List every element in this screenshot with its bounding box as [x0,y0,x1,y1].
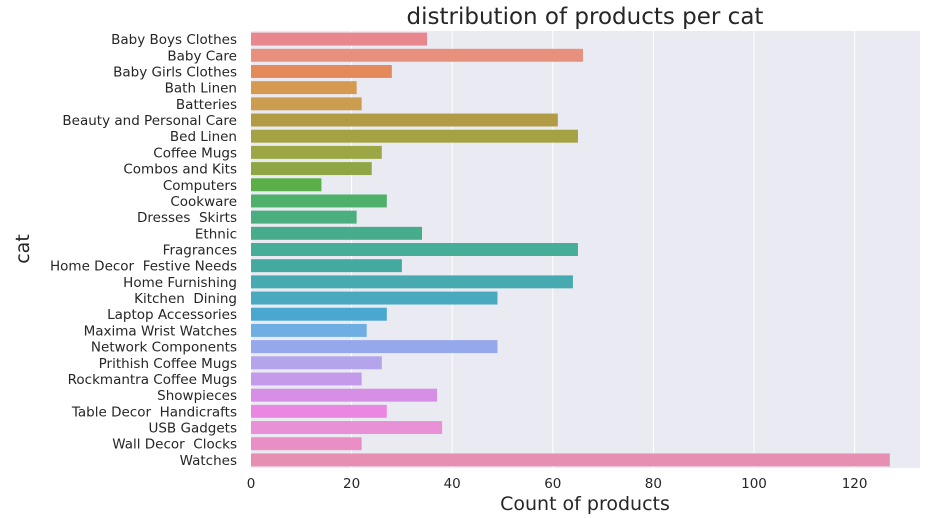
bar [251,226,423,240]
bar [251,453,890,467]
bar [251,259,402,273]
x-tick-label: 100 [741,476,767,492]
x-tick-label: 120 [842,476,868,492]
y-tick-label: Baby Care [167,48,237,64]
y-tick-label: Home Decor Festive Needs [50,259,237,275]
bar [251,81,357,95]
y-tick-label: Network Components [91,340,237,356]
y-tick-label: Bath Linen [165,81,237,97]
y-tick-label: Beauty and Personal Care [62,113,237,129]
bar [251,340,498,354]
bar [251,437,362,451]
bar [251,210,357,224]
x-tick-label: 40 [444,476,461,492]
x-tick-label: 0 [247,476,256,492]
x-tick-label: 80 [645,476,662,492]
y-tick-label: Batteries [176,97,237,113]
y-tick-label: Home Furnishing [123,275,237,291]
bar [251,275,573,289]
y-tick-label: Showpieces [157,388,237,404]
bar [251,388,438,402]
bar [251,162,372,176]
x-axis-label: Count of products [500,493,670,515]
bars [251,32,890,467]
y-tick-label: Baby Boys Clothes [111,32,237,48]
bar [251,32,428,46]
bar [251,145,382,159]
bar [251,323,367,337]
y-tick-label: Maxima Wrist Watches [84,323,237,339]
y-tick-label: Wall Decor Clocks [112,437,237,453]
bar [251,129,578,143]
bar [251,356,382,370]
y-tick-label: Rockmantra Coffee Mugs [68,372,237,388]
y-tick-label: Laptop Accessories [107,307,237,323]
x-tick-labels: 0 20 40 60 80 100 120 [247,476,868,492]
bar [251,194,387,208]
y-tick-label: USB Gadgets [148,421,237,437]
bar [251,243,578,256]
bar [251,421,443,435]
y-tick-label: Prithish Coffee Mugs [99,356,237,372]
y-tick-label: Dresses Skirts [137,210,237,226]
y-axis-label: cat [12,234,34,264]
bar [251,307,387,321]
y-tick-label: Table Decor Handicrafts [71,404,237,420]
y-tick-label: Baby Girls Clothes [113,64,237,80]
bar [251,404,387,418]
chart-title: distribution of products per cat [407,4,764,30]
y-tick-label: Fragrances [163,243,237,259]
y-tick-label: Computers [163,178,237,194]
y-tick-label: Bed Linen [170,129,237,145]
y-tick-label: Watches [180,453,237,469]
bar [251,97,362,111]
bar [251,178,322,192]
bar [251,48,583,62]
y-tick-label: Ethnic [195,226,237,242]
bar [251,113,558,127]
x-tick-label: 60 [544,476,561,492]
bar [251,64,392,78]
y-tick-label: Combos and Kits [123,162,237,178]
x-tick-label: 20 [343,476,360,492]
y-tick-label: Kitchen Dining [134,291,237,307]
bar [251,291,498,305]
y-tick-label: Cookware [170,194,237,210]
y-tick-label: Coffee Mugs [153,145,237,161]
bar [251,372,362,386]
